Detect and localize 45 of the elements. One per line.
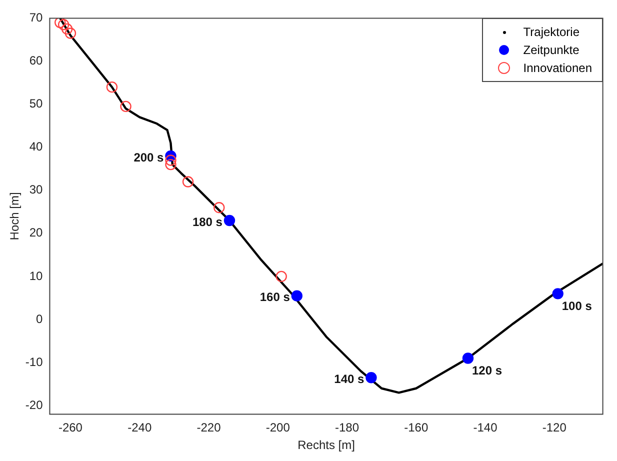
point — [182, 176, 194, 188]
x-axis-title: Rechts [m] — [298, 438, 355, 452]
point — [552, 288, 564, 300]
x-tick-label: -120 — [542, 420, 567, 435]
annotation: 120 s — [472, 364, 502, 378]
y-tick-label: 60 — [29, 54, 44, 68]
x-tick-label: -220 — [196, 420, 222, 435]
point — [54, 18, 66, 28]
annotation: 200 s — [134, 150, 164, 164]
legend-label: Trajektorie — [523, 25, 580, 39]
x-tick-label: -200 — [266, 420, 290, 435]
point — [214, 202, 225, 214]
point — [106, 81, 118, 93]
y-tick-label: 40 — [29, 140, 44, 154]
point — [462, 352, 474, 364]
annotation: 180 s — [192, 214, 223, 229]
annotation: 160 s — [260, 290, 290, 304]
legend-label: Innovationen — [523, 61, 592, 75]
point — [165, 154, 176, 166]
y-tick-label: 30 — [29, 182, 44, 197]
point — [165, 158, 176, 170]
y-tick-label: -20 — [25, 398, 44, 412]
y-tick-label: -10 — [25, 354, 44, 369]
y-tick-label: 20 — [29, 226, 44, 240]
point — [120, 100, 132, 112]
point — [276, 270, 287, 282]
x-tick-label: -160 — [404, 420, 428, 435]
y-axis-title: Hoch [m] — [8, 192, 22, 240]
legend-label: Zeitpunkte — [523, 43, 580, 57]
point — [224, 214, 236, 226]
y-tick-label: 70 — [29, 10, 44, 25]
annotation: 100 s — [562, 298, 592, 313]
x-tick-label: -240 — [128, 420, 152, 435]
point — [64, 28, 76, 39]
point — [58, 19, 70, 30]
annotation: 140 s — [334, 372, 365, 386]
x-tick-label: -140 — [473, 420, 498, 435]
point — [61, 23, 73, 35]
y-tick-label: 0 — [36, 312, 44, 326]
y-tick-label: 10 — [29, 268, 44, 283]
x-tick-label: -260 — [58, 420, 83, 435]
y-tick-label: 50 — [29, 96, 44, 111]
point — [366, 372, 377, 384]
x-tick-label: -180 — [334, 420, 360, 435]
point — [291, 290, 302, 302]
